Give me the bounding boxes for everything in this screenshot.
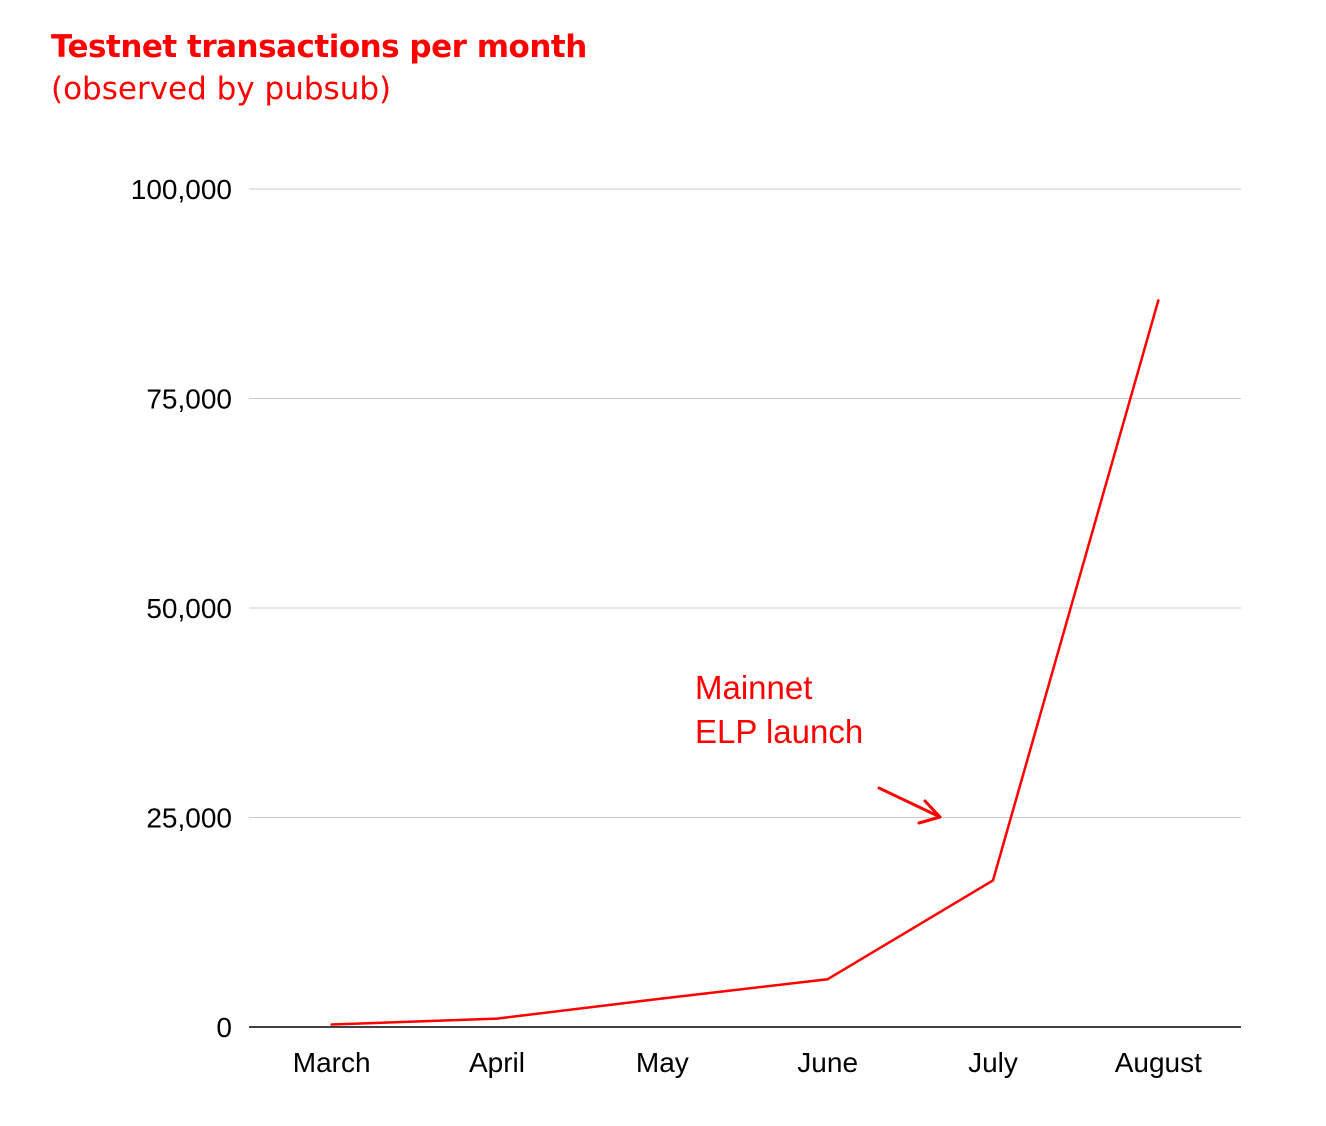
data-point [826, 977, 829, 981]
y-tick-label: 75,000 [146, 384, 232, 415]
y-tick-label: 50,000 [146, 593, 232, 624]
annotation-line-1: Mainnet [695, 669, 812, 706]
data-point [330, 1023, 333, 1026]
annotation-arrow-shaft [877, 786, 942, 819]
annotation-arrow-head [917, 799, 942, 825]
y-axis-tick-labels: 0 25,000 50,000 75,000 100,000 [131, 174, 232, 1043]
title-block: Testnet transactions per month (observed… [51, 26, 587, 110]
x-axis-tick-labels: March April May June July August [293, 1047, 1202, 1078]
chart-subtitle: (observed by pubsub) [51, 71, 392, 107]
gridlines [249, 188, 1241, 1028]
x-tick-label: April [469, 1047, 525, 1078]
y-tick-label: 100,000 [131, 174, 232, 205]
annotation: Mainnet ELP launch [695, 669, 942, 825]
chart-title: Testnet transactions per month [51, 29, 587, 65]
data-point [495, 1017, 499, 1020]
data-series [330, 299, 1160, 1026]
x-tick-label: July [968, 1047, 1018, 1078]
annotation-line-2: ELP launch [695, 713, 863, 750]
y-tick-label: 0 [216, 1012, 232, 1043]
data-point [661, 997, 664, 1000]
x-tick-label: June [797, 1047, 858, 1078]
series-line [330, 299, 1160, 1026]
data-point [1157, 299, 1160, 302]
x-tick-label: May [636, 1047, 689, 1078]
data-point [991, 879, 995, 882]
x-tick-label: August [1115, 1047, 1202, 1078]
annotation-arrow [877, 786, 942, 825]
x-tick-label: March [293, 1047, 371, 1078]
y-tick-label: 25,000 [146, 803, 232, 834]
